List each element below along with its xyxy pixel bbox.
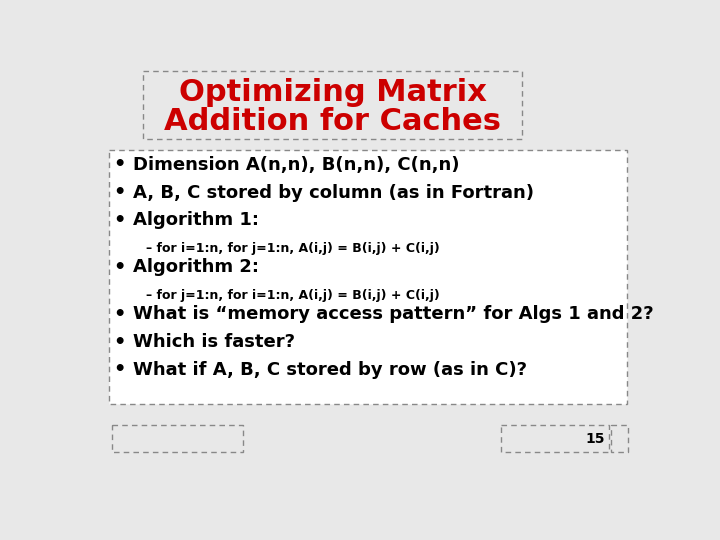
Text: Algorithm 1:: Algorithm 1: bbox=[132, 211, 258, 230]
Text: •: • bbox=[113, 333, 125, 352]
Text: 15: 15 bbox=[585, 431, 605, 446]
FancyBboxPatch shape bbox=[143, 71, 523, 139]
FancyBboxPatch shape bbox=[500, 425, 609, 452]
Text: Optimizing Matrix: Optimizing Matrix bbox=[179, 78, 487, 107]
Text: – for i=1:n, for j=1:n, A(i,j) = B(i,j) + C(i,j): – for i=1:n, for j=1:n, A(i,j) = B(i,j) … bbox=[145, 241, 439, 254]
Text: What if A, B, C stored by row (as in C)?: What if A, B, C stored by row (as in C)? bbox=[132, 361, 526, 379]
Text: Addition for Caches: Addition for Caches bbox=[164, 106, 501, 136]
Text: •: • bbox=[113, 360, 125, 379]
Text: Algorithm 2:: Algorithm 2: bbox=[132, 258, 258, 276]
Text: •: • bbox=[113, 211, 125, 230]
Text: •: • bbox=[113, 156, 125, 174]
Text: Which is faster?: Which is faster? bbox=[132, 333, 294, 351]
FancyBboxPatch shape bbox=[112, 425, 243, 452]
Text: Dimension A(n,n), B(n,n), C(n,n): Dimension A(n,n), B(n,n), C(n,n) bbox=[132, 156, 459, 174]
Text: •: • bbox=[113, 183, 125, 202]
Text: •: • bbox=[113, 305, 125, 324]
Text: •: • bbox=[113, 258, 125, 277]
Text: – for j=1:n, for i=1:n, A(i,j) = B(i,j) + C(i,j): – for j=1:n, for i=1:n, A(i,j) = B(i,j) … bbox=[145, 288, 439, 301]
Text: What is “memory access pattern” for Algs 1 and 2?: What is “memory access pattern” for Algs… bbox=[132, 305, 653, 323]
Text: A, B, C stored by column (as in Fortran): A, B, C stored by column (as in Fortran) bbox=[132, 184, 534, 201]
FancyBboxPatch shape bbox=[109, 150, 627, 403]
FancyBboxPatch shape bbox=[611, 425, 628, 452]
